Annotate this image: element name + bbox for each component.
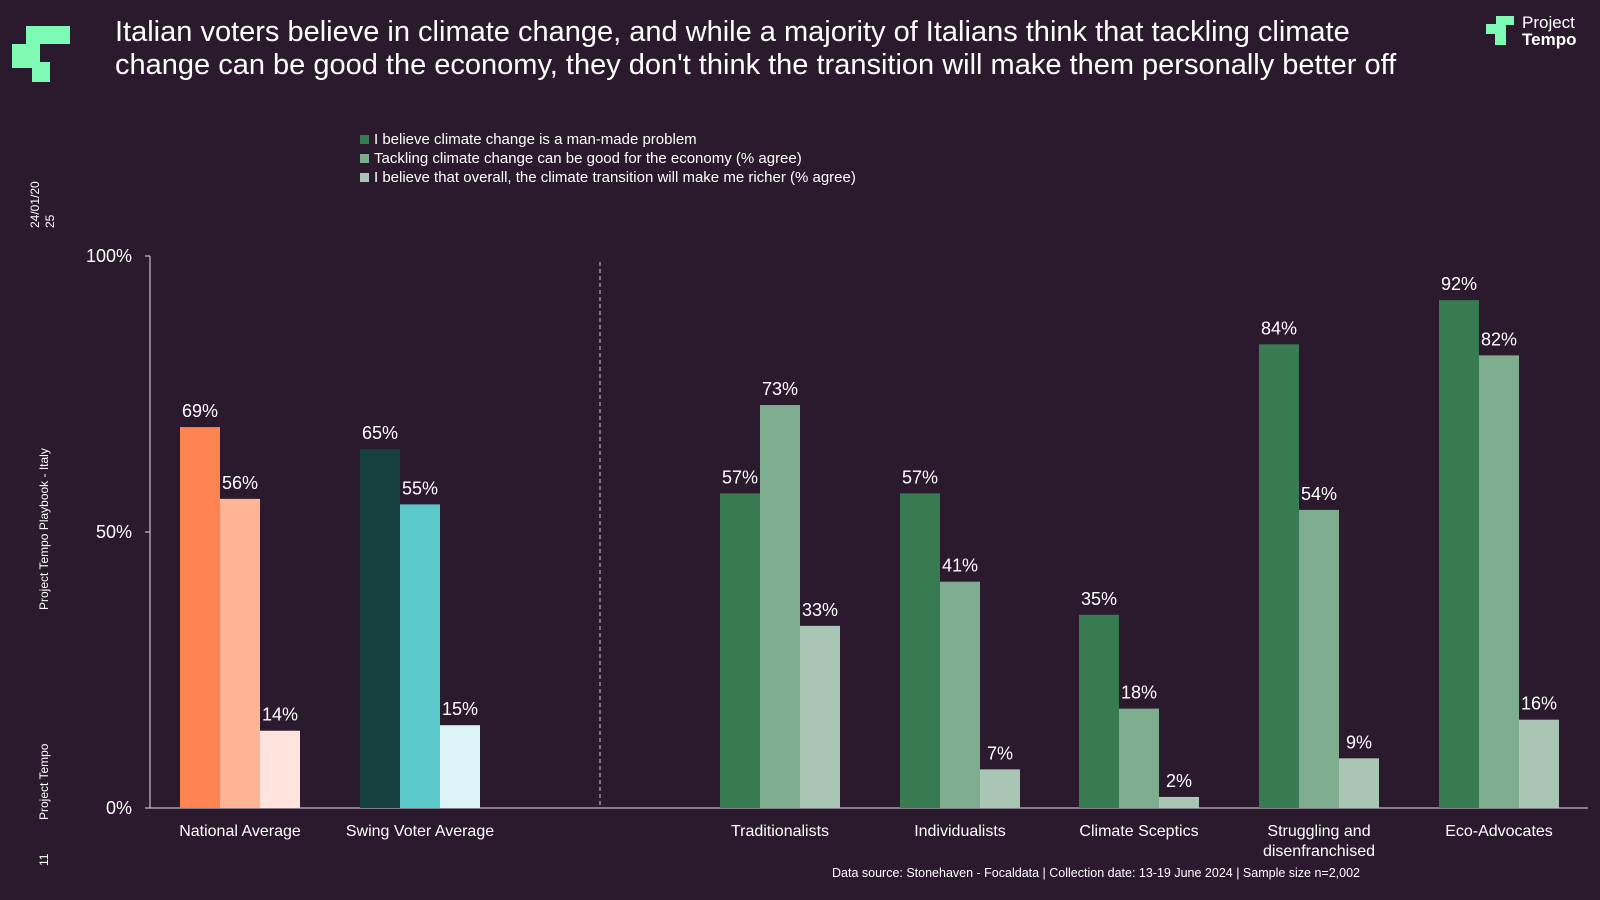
- data-label: 7%: [987, 743, 1013, 763]
- data-label: 56%: [222, 473, 258, 493]
- data-label: 54%: [1301, 484, 1337, 504]
- data-label: 57%: [722, 467, 758, 487]
- data-label: 18%: [1121, 683, 1157, 703]
- category-label: Individualists: [914, 823, 1006, 840]
- category-label: Swing Voter Average: [346, 823, 494, 840]
- legend-label: I believe climate change is a man-made p…: [374, 131, 697, 148]
- data-label: 35%: [1081, 589, 1117, 609]
- legend-swatch: [360, 154, 369, 163]
- brand-line1: Project: [1522, 13, 1575, 32]
- category-label: Climate Sceptics: [1079, 823, 1198, 840]
- y-tick-label: 100%: [86, 246, 132, 266]
- bar: [800, 625, 840, 808]
- page-title: Italian voters believe in climate change…: [115, 16, 1397, 81]
- category-label: Struggling and disenfranchised: [1263, 823, 1375, 860]
- bar: [1339, 758, 1379, 808]
- legend-item: Tackling climate change can be good for …: [360, 149, 856, 168]
- bar: [400, 504, 440, 808]
- data-label: 41%: [942, 556, 978, 576]
- brand-name: Project Tempo: [1522, 14, 1576, 48]
- data-label: 69%: [182, 401, 218, 421]
- bar: [1519, 719, 1559, 808]
- data-label: 2%: [1166, 771, 1192, 791]
- data-label: 73%: [762, 379, 798, 399]
- data-label: 14%: [262, 705, 298, 725]
- data-label: 15%: [442, 699, 478, 719]
- legend-swatch: [360, 173, 369, 182]
- bar: [1259, 344, 1299, 808]
- data-label: 33%: [802, 600, 838, 620]
- data-label: 55%: [402, 478, 438, 498]
- data-label: 65%: [362, 423, 398, 443]
- data-label: 92%: [1441, 274, 1477, 294]
- bar: [360, 449, 400, 808]
- bar: [1119, 708, 1159, 808]
- legend-label: I believe that overall, the climate tran…: [374, 169, 856, 186]
- bar: [180, 427, 220, 808]
- category-label: Eco-Advocates: [1445, 823, 1553, 840]
- bar: [900, 493, 940, 808]
- bar: [760, 405, 800, 808]
- legend-swatch: [360, 135, 369, 144]
- bar: [1079, 614, 1119, 808]
- data-label: 57%: [902, 467, 938, 487]
- category-label: Traditionalists: [731, 823, 829, 840]
- legend-item: I believe climate change is a man-made p…: [360, 130, 856, 149]
- brand-line2: Tempo: [1522, 30, 1577, 49]
- bar: [940, 581, 980, 808]
- bar: [260, 730, 300, 808]
- data-label: 82%: [1481, 329, 1517, 349]
- legend-label: Tackling climate change can be good for …: [374, 150, 802, 167]
- data-label: 84%: [1261, 318, 1297, 338]
- legend-item: I believe that overall, the climate tran…: [360, 168, 856, 187]
- bar: [980, 769, 1020, 808]
- brand-logo: Project Tempo: [1486, 14, 1596, 50]
- bar: [1479, 355, 1519, 808]
- bar: [220, 498, 260, 808]
- brand-mark-icon: [1486, 16, 1514, 45]
- y-tick-label: 50%: [96, 522, 132, 542]
- category-label: National Average: [179, 823, 301, 840]
- data-label: 16%: [1521, 694, 1557, 714]
- bar: [1299, 509, 1339, 808]
- chart-legend: I believe climate change is a man-made p…: [360, 130, 856, 187]
- bar: [1159, 796, 1199, 808]
- project-tempo-logo-icon: [12, 26, 70, 82]
- data-source-note: Data source: Stonehaven - Focaldata | Co…: [832, 866, 1361, 880]
- data-label: 9%: [1346, 732, 1372, 752]
- y-tick-label: 0%: [106, 798, 132, 818]
- bar: [720, 493, 760, 808]
- bar: [1439, 300, 1479, 808]
- bar: [440, 725, 480, 808]
